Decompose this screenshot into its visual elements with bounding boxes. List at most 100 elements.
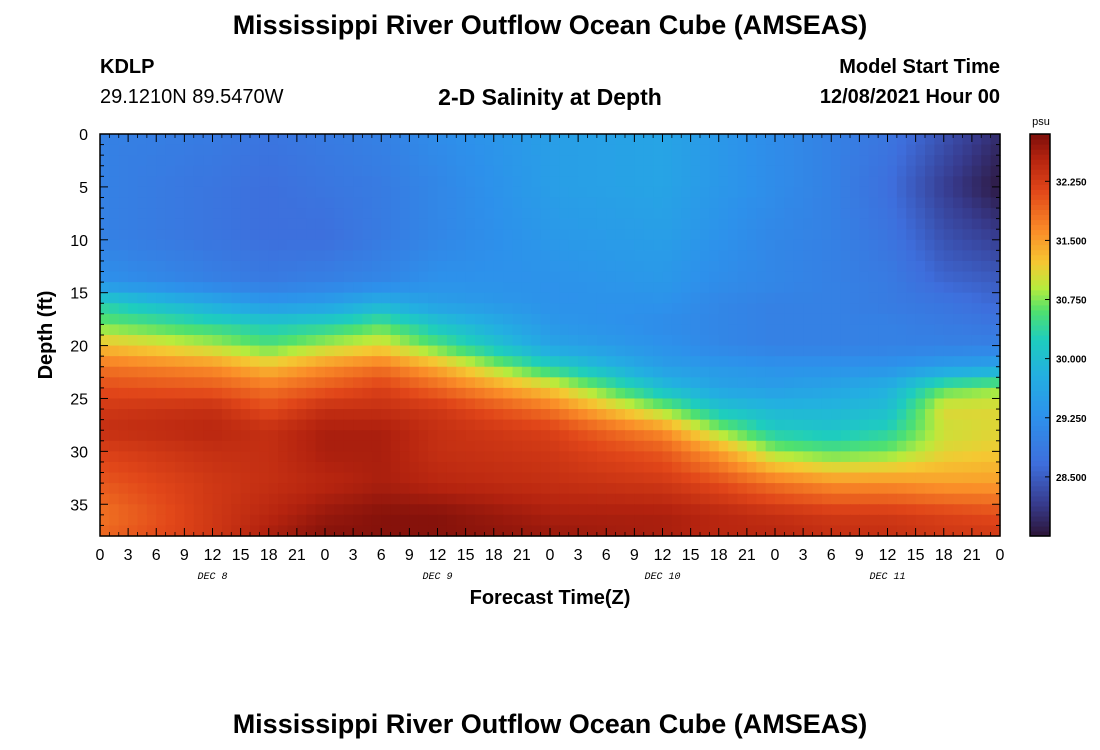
heatmap-cell: [681, 186, 692, 199]
heatmap-cell: [409, 155, 420, 167]
heatmap-cell: [568, 165, 579, 177]
heatmap-cell: [521, 472, 532, 484]
heatmap-cell: [212, 134, 223, 146]
heatmap-cell: [878, 398, 889, 410]
heatmap-cell: [850, 186, 860, 199]
heatmap-cell: [250, 356, 260, 368]
heatmap-cell: [175, 419, 185, 431]
heatmap-cell: [746, 440, 757, 452]
heatmap-cell: [446, 335, 457, 347]
heatmap-cell: [409, 197, 420, 209]
heatmap-cell: [315, 356, 326, 368]
heatmap-cell: [240, 366, 251, 378]
heatmap-cell: [793, 218, 804, 230]
heatmap-cell: [971, 493, 982, 505]
heatmap-cell: [821, 504, 832, 516]
heatmap-cell: [100, 461, 110, 474]
heatmap-cell: [456, 134, 467, 146]
heatmap-cell: [700, 461, 710, 474]
heatmap-cell: [653, 197, 664, 209]
heatmap-cell: [512, 356, 523, 368]
heatmap-cell: [137, 313, 148, 326]
heatmap-cell: [756, 208, 767, 220]
heatmap-cell: [437, 176, 448, 188]
heatmap-cell: [390, 155, 401, 167]
heatmap-cell: [362, 292, 373, 304]
heatmap-cell: [296, 472, 307, 484]
heatmap-cell: [681, 430, 692, 442]
heatmap-cell: [606, 165, 617, 177]
heatmap-cell: [559, 271, 570, 283]
heatmap-cell: [325, 461, 335, 474]
heatmap-cell: [737, 134, 748, 146]
heatmap-cell: [718, 440, 729, 452]
heatmap-cell: [906, 409, 917, 421]
heatmap-cell: [540, 260, 551, 273]
heatmap-cell: [971, 451, 982, 463]
heatmap-cell: [437, 165, 448, 177]
heatmap-cell: [690, 409, 701, 421]
heatmap-cell: [981, 366, 992, 378]
heatmap-cell: [306, 208, 317, 220]
heatmap-cell: [775, 504, 785, 516]
heatmap-cell: [587, 250, 598, 262]
heatmap-cell: [934, 229, 945, 241]
heatmap-cell: [353, 366, 364, 378]
heatmap-cell: [315, 324, 326, 336]
heatmap-cell: [184, 303, 195, 315]
heatmap-cell: [746, 218, 757, 230]
heatmap-cell: [465, 419, 476, 431]
heatmap-cell: [109, 525, 120, 537]
x-axis-label: Forecast Time(Z): [470, 587, 631, 609]
heatmap-cell: [765, 218, 776, 230]
heatmap-cell: [118, 398, 129, 410]
heatmap-cell: [859, 165, 870, 177]
heatmap-cell: [428, 303, 439, 315]
heatmap-cell: [109, 324, 120, 336]
heatmap-cell: [925, 525, 935, 537]
heatmap-cell: [531, 134, 542, 146]
heatmap-cell: [746, 377, 757, 389]
heatmap-cell: [737, 440, 748, 452]
heatmap-cell: [850, 409, 860, 421]
heatmap-cell: [671, 324, 682, 336]
heatmap-cell: [662, 335, 673, 347]
heatmap-cell: [221, 345, 232, 357]
heatmap-cell: [784, 144, 795, 156]
colorbar-swatch: [1030, 340, 1050, 346]
heatmap-cell: [887, 239, 898, 251]
heatmap-cell: [709, 208, 720, 220]
heatmap-cell: [296, 282, 307, 294]
heatmap-cell: [221, 165, 232, 177]
heatmap-cell: [559, 345, 570, 357]
heatmap-cell: [278, 525, 289, 537]
heatmap-cell: [165, 218, 176, 230]
heatmap-cell: [128, 282, 139, 294]
heatmap-cell: [156, 461, 167, 474]
heatmap-cell: [775, 218, 785, 230]
heatmap-cell: [278, 335, 289, 347]
heatmap-cell: [671, 218, 682, 230]
heatmap-cell: [521, 419, 532, 431]
heatmap-cell: [765, 356, 776, 368]
heatmap-cell: [456, 144, 467, 156]
heatmap-cell: [981, 440, 992, 452]
heatmap-cell: [643, 387, 654, 400]
heatmap-cell: [306, 345, 317, 357]
heatmap-cell: [231, 292, 242, 304]
heatmap-cell: [465, 377, 476, 389]
heatmap-cell: [531, 186, 542, 199]
heatmap-cell: [353, 324, 364, 336]
heatmap-cell: [268, 366, 279, 378]
heatmap-cell: [840, 134, 851, 146]
heatmap-cell: [240, 440, 251, 452]
heatmap-cell: [531, 271, 542, 283]
heatmap-cell: [146, 461, 157, 474]
heatmap-cell: [484, 472, 495, 484]
heatmap-cell: [709, 409, 720, 421]
heatmap-cell: [221, 271, 232, 283]
heatmap-cell: [390, 239, 401, 251]
heatmap-cell: [700, 483, 710, 495]
heatmap-cell: [878, 461, 889, 474]
heatmap-cell: [896, 260, 907, 273]
